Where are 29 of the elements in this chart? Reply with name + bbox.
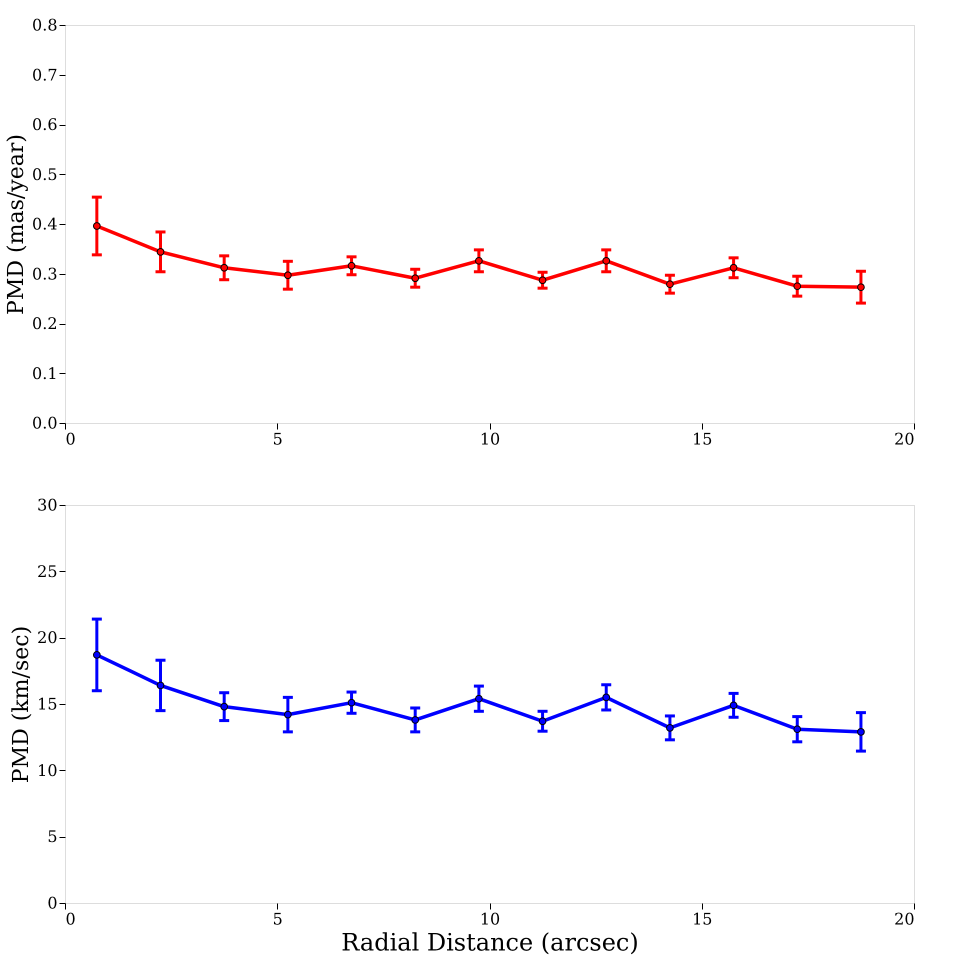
x-tick-label: 5: [272, 910, 283, 928]
y-tick-label: 30: [37, 496, 58, 514]
x-tick-label: 20: [894, 910, 914, 928]
y-tick-label: 0.6: [32, 115, 58, 134]
x-tick-label: 15: [692, 430, 712, 448]
y-axis-title: PMD (mas/year): [4, 134, 30, 315]
x-tick-label: 15: [692, 910, 712, 928]
x-axis-title: Radial Distance (arcsec): [341, 928, 639, 956]
y-tick-label: 5: [47, 827, 58, 846]
x-tick-label: 0: [66, 430, 76, 448]
y-tick-label: 0.8: [32, 16, 58, 34]
y-tick-label: 0: [47, 894, 58, 912]
x-tick-label: 10: [480, 910, 500, 928]
y-axis-title: PMD (km/sec): [9, 626, 34, 784]
y-tick-label: 0.4: [32, 214, 58, 234]
y-tick-label: 15: [37, 694, 58, 714]
x-tick-label: 10: [480, 430, 500, 448]
x-tick-label: 5: [272, 430, 283, 448]
y-tick-label: 0.5: [32, 164, 58, 184]
y-tick-label: 0.2: [32, 314, 58, 333]
y-tick-label: 10: [37, 760, 58, 780]
y-tick-label: 20: [37, 628, 58, 648]
y-tick-label: 0.0: [32, 414, 58, 432]
y-tick-label: 0.1: [32, 364, 58, 383]
x-tick-label: 0: [66, 910, 76, 928]
y-tick-label: 0.3: [32, 264, 58, 284]
y-tick-label: 25: [37, 562, 58, 581]
y-tick-label: 0.7: [32, 65, 58, 84]
x-tick-label: 20: [894, 430, 914, 448]
